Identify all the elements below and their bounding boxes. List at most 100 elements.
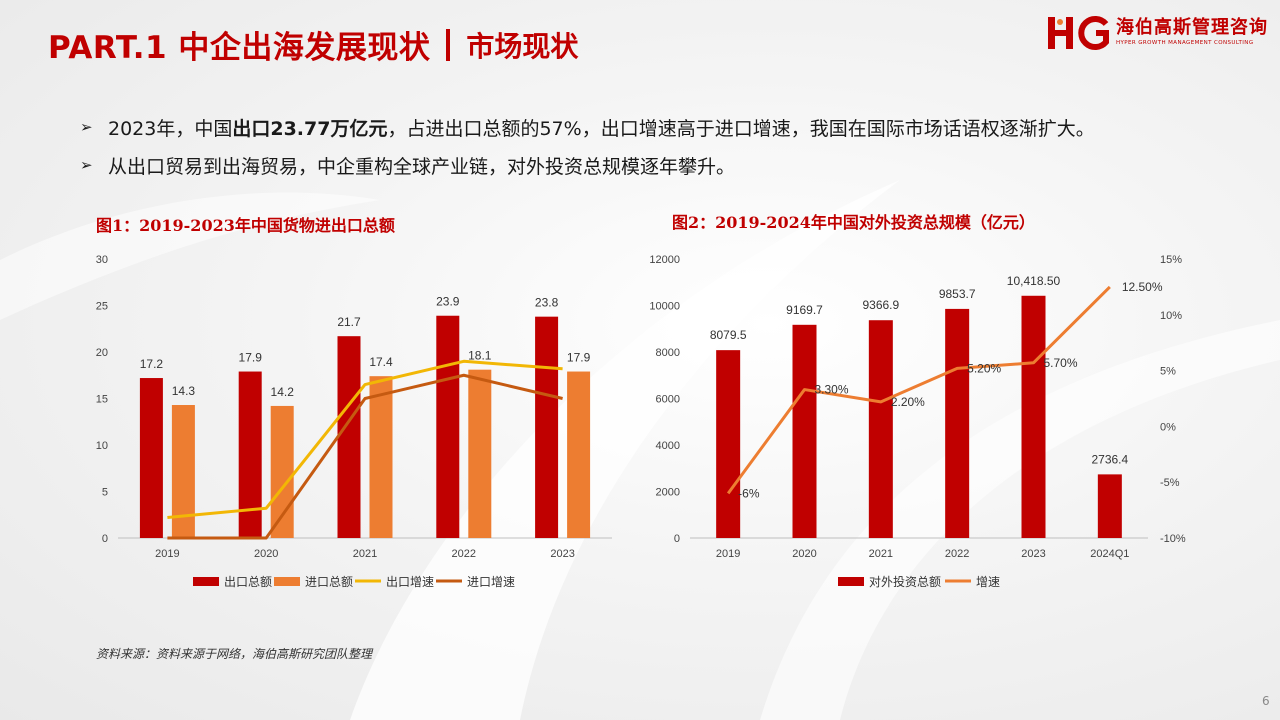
page-title: PART.1 中企出海发展现状 bbox=[48, 30, 431, 66]
chart1-data-label: 17.9 bbox=[567, 351, 591, 365]
bullet-text: 从出口贸易到出海贸易，中企重构全球产业链，对外投资总规模逐年攀升。 bbox=[108, 155, 736, 178]
chart2-line-data-label: 2.20% bbox=[891, 395, 925, 409]
chart1-legend-swatch bbox=[274, 577, 300, 586]
chart1-bar-进口总额 bbox=[567, 371, 591, 538]
chart1-x-tick-label: 2020 bbox=[254, 548, 278, 560]
chart1-data-label: 14.2 bbox=[271, 385, 295, 399]
chart2-data-label: 9366.9 bbox=[862, 298, 899, 312]
chart2-line-data-label: 5.20% bbox=[967, 361, 1001, 375]
chart1-legend-label: 出口增速 bbox=[386, 575, 434, 589]
company-logo: 海伯高斯管理咨询 HYPER GROWTH MANAGEMENT CONSULT… bbox=[1046, 14, 1268, 52]
chart2-line-data-label: 12.50% bbox=[1122, 280, 1163, 294]
chart1-y-tick-label: 30 bbox=[96, 254, 108, 266]
chart2-data-label: 8079.5 bbox=[710, 328, 747, 342]
chart2-y-tick-label: 10000 bbox=[649, 301, 680, 313]
chart1-y-tick-label: 15 bbox=[96, 394, 108, 406]
chart2-line-data-label: 3.30% bbox=[815, 383, 849, 397]
chart2-data-label: 9853.7 bbox=[939, 287, 976, 301]
chart1-data-label: 18.1 bbox=[468, 349, 492, 363]
chart1-bar-出口总额 bbox=[337, 336, 361, 538]
chart2-legend-label: 对外投资总额 bbox=[869, 574, 941, 589]
chart2-y-tick-label: 6000 bbox=[656, 394, 680, 406]
chart2-y2-tick-label: -5% bbox=[1160, 477, 1180, 489]
chart1-y-tick-label: 10 bbox=[96, 440, 108, 452]
chart1-legend-label: 进口增速 bbox=[467, 575, 515, 589]
chart2-x-tick-label: 2024Q1 bbox=[1090, 548, 1129, 560]
bullet-item: ➢ 2023年，中国出口23.77万亿元，占进出口总额的57%，出口增速高于进口… bbox=[80, 108, 1095, 146]
chart2-bar-对外投资总额 bbox=[945, 308, 970, 538]
arrow-bullet-icon: ➢ bbox=[80, 156, 93, 174]
chart1-x-tick-label: 2021 bbox=[353, 548, 377, 560]
chart2-y-tick-label: 0 bbox=[674, 533, 680, 545]
chart2-y2-tick-label: 0% bbox=[1160, 421, 1176, 433]
chart2-data-label: 9169.7 bbox=[786, 303, 823, 317]
chart1-legend-label: 进口总额 bbox=[305, 575, 353, 589]
chart1-bar-出口总额 bbox=[535, 316, 559, 538]
chart1-legend-swatch bbox=[193, 577, 219, 586]
chart1-bar-进口总额 bbox=[468, 369, 492, 538]
chart1-bar-出口总额 bbox=[436, 315, 460, 538]
chart2-title: 图2：2019-2024年中国对外投资总规模（亿元） bbox=[672, 213, 1035, 232]
chart2-y2-tick-label: -10% bbox=[1160, 533, 1186, 545]
chart1-title: 图1：2019-2023年中国货物进出口总额 bbox=[96, 216, 395, 235]
chart1-x-tick-label: 2022 bbox=[452, 548, 476, 560]
chart2-data-label: 2736.4 bbox=[1091, 452, 1128, 466]
chart2-y2-tick-label: 5% bbox=[1160, 366, 1176, 378]
chart2-bar-对外投资总额 bbox=[792, 324, 817, 538]
chart1-bar-进口总额 bbox=[171, 405, 195, 538]
chart1-x-tick-label: 2019 bbox=[155, 548, 179, 560]
chart2-y-tick-label: 4000 bbox=[656, 440, 680, 452]
chart2-line-data-label: -6% bbox=[738, 486, 760, 500]
chart1-bar-出口总额 bbox=[238, 371, 262, 538]
chart2-line-data-label: 5.70% bbox=[1044, 356, 1078, 370]
chart2-y-tick-label: 12000 bbox=[649, 254, 680, 266]
chart2-line-增速 bbox=[726, 285, 1111, 495]
chart2-x-tick-label: 2020 bbox=[792, 548, 816, 560]
logo-chinese-name: 海伯高斯管理咨询 bbox=[1116, 17, 1268, 38]
bullet-text: 2023年，中国出口23.77万亿元，占进出口总额的57%，出口增速高于进口增速… bbox=[108, 117, 1095, 140]
chart1-bar-进口总额 bbox=[369, 376, 393, 538]
arrow-bullet-icon: ➢ bbox=[80, 118, 93, 136]
source-note: 资料来源：资料来源于网络，海伯高斯研究团队整理 bbox=[96, 647, 373, 661]
title-divider bbox=[446, 28, 451, 61]
page-header: PART.1 中企出海发展现状 市场现状 bbox=[48, 22, 578, 67]
chart2-bar-对外投资总额 bbox=[1097, 474, 1122, 538]
chart1-data-label: 17.4 bbox=[369, 355, 393, 369]
chart2-y-tick-label: 2000 bbox=[656, 487, 680, 499]
chart2-bar-对外投资总额 bbox=[716, 350, 741, 538]
chart2-data-label: 10,418.50 bbox=[1007, 274, 1061, 288]
chart1-data-label: 21.7 bbox=[337, 315, 361, 329]
chart2-bar-对外投资总额 bbox=[868, 320, 893, 538]
chart1-data-label: 17.9 bbox=[239, 351, 263, 365]
chart2-y-tick-label: 8000 bbox=[656, 347, 680, 359]
chart2-x-tick-label: 2021 bbox=[869, 548, 893, 560]
chart1-y-tick-label: 20 bbox=[96, 347, 108, 359]
chart1-data-label: 14.3 bbox=[172, 384, 196, 398]
chart1-bar-进口总额 bbox=[270, 405, 294, 538]
chart1-data-label: 23.8 bbox=[535, 296, 559, 310]
chart1-y-tick-label: 25 bbox=[96, 301, 108, 313]
chart1-line-进口增速 bbox=[167, 373, 563, 540]
chart1-data-label: 17.2 bbox=[140, 357, 164, 371]
chart2-x-tick-label: 2019 bbox=[716, 548, 740, 560]
hg-logo-icon bbox=[1048, 16, 1109, 50]
chart1-data-label: 23.9 bbox=[436, 295, 460, 309]
chart1-bar-出口总额 bbox=[139, 378, 163, 538]
chart2-bar-对外投资总额 bbox=[1021, 295, 1046, 538]
chart1-legend-label: 出口总额 bbox=[224, 575, 272, 589]
chart1-line-出口增速 bbox=[167, 359, 563, 520]
bullet-item: ➢ 从出口贸易到出海贸易，中企重构全球产业链，对外投资总规模逐年攀升。 bbox=[80, 146, 1095, 184]
bullet-list: ➢ 2023年，中国出口23.77万亿元，占进出口总额的57%，出口增速高于进口… bbox=[80, 108, 1095, 184]
chart2-x-tick-label: 2022 bbox=[945, 548, 969, 560]
chart2-legend-swatch bbox=[838, 577, 864, 586]
chart2-y2-tick-label: 15% bbox=[1160, 254, 1182, 266]
chart1-y-tick-label: 5 bbox=[102, 487, 108, 499]
chart1-y-tick-label: 0 bbox=[102, 533, 108, 545]
chart2-x-tick-label: 2023 bbox=[1021, 548, 1045, 560]
chart2-legend-label: 增速 bbox=[976, 575, 1000, 589]
page-subtitle: 市场现状 bbox=[466, 29, 579, 63]
logo-english-name: HYPER GROWTH MANAGEMENT CONSULTING bbox=[1116, 40, 1254, 46]
page-number: 6 bbox=[1262, 694, 1270, 708]
chart1-x-tick-label: 2023 bbox=[550, 548, 574, 560]
